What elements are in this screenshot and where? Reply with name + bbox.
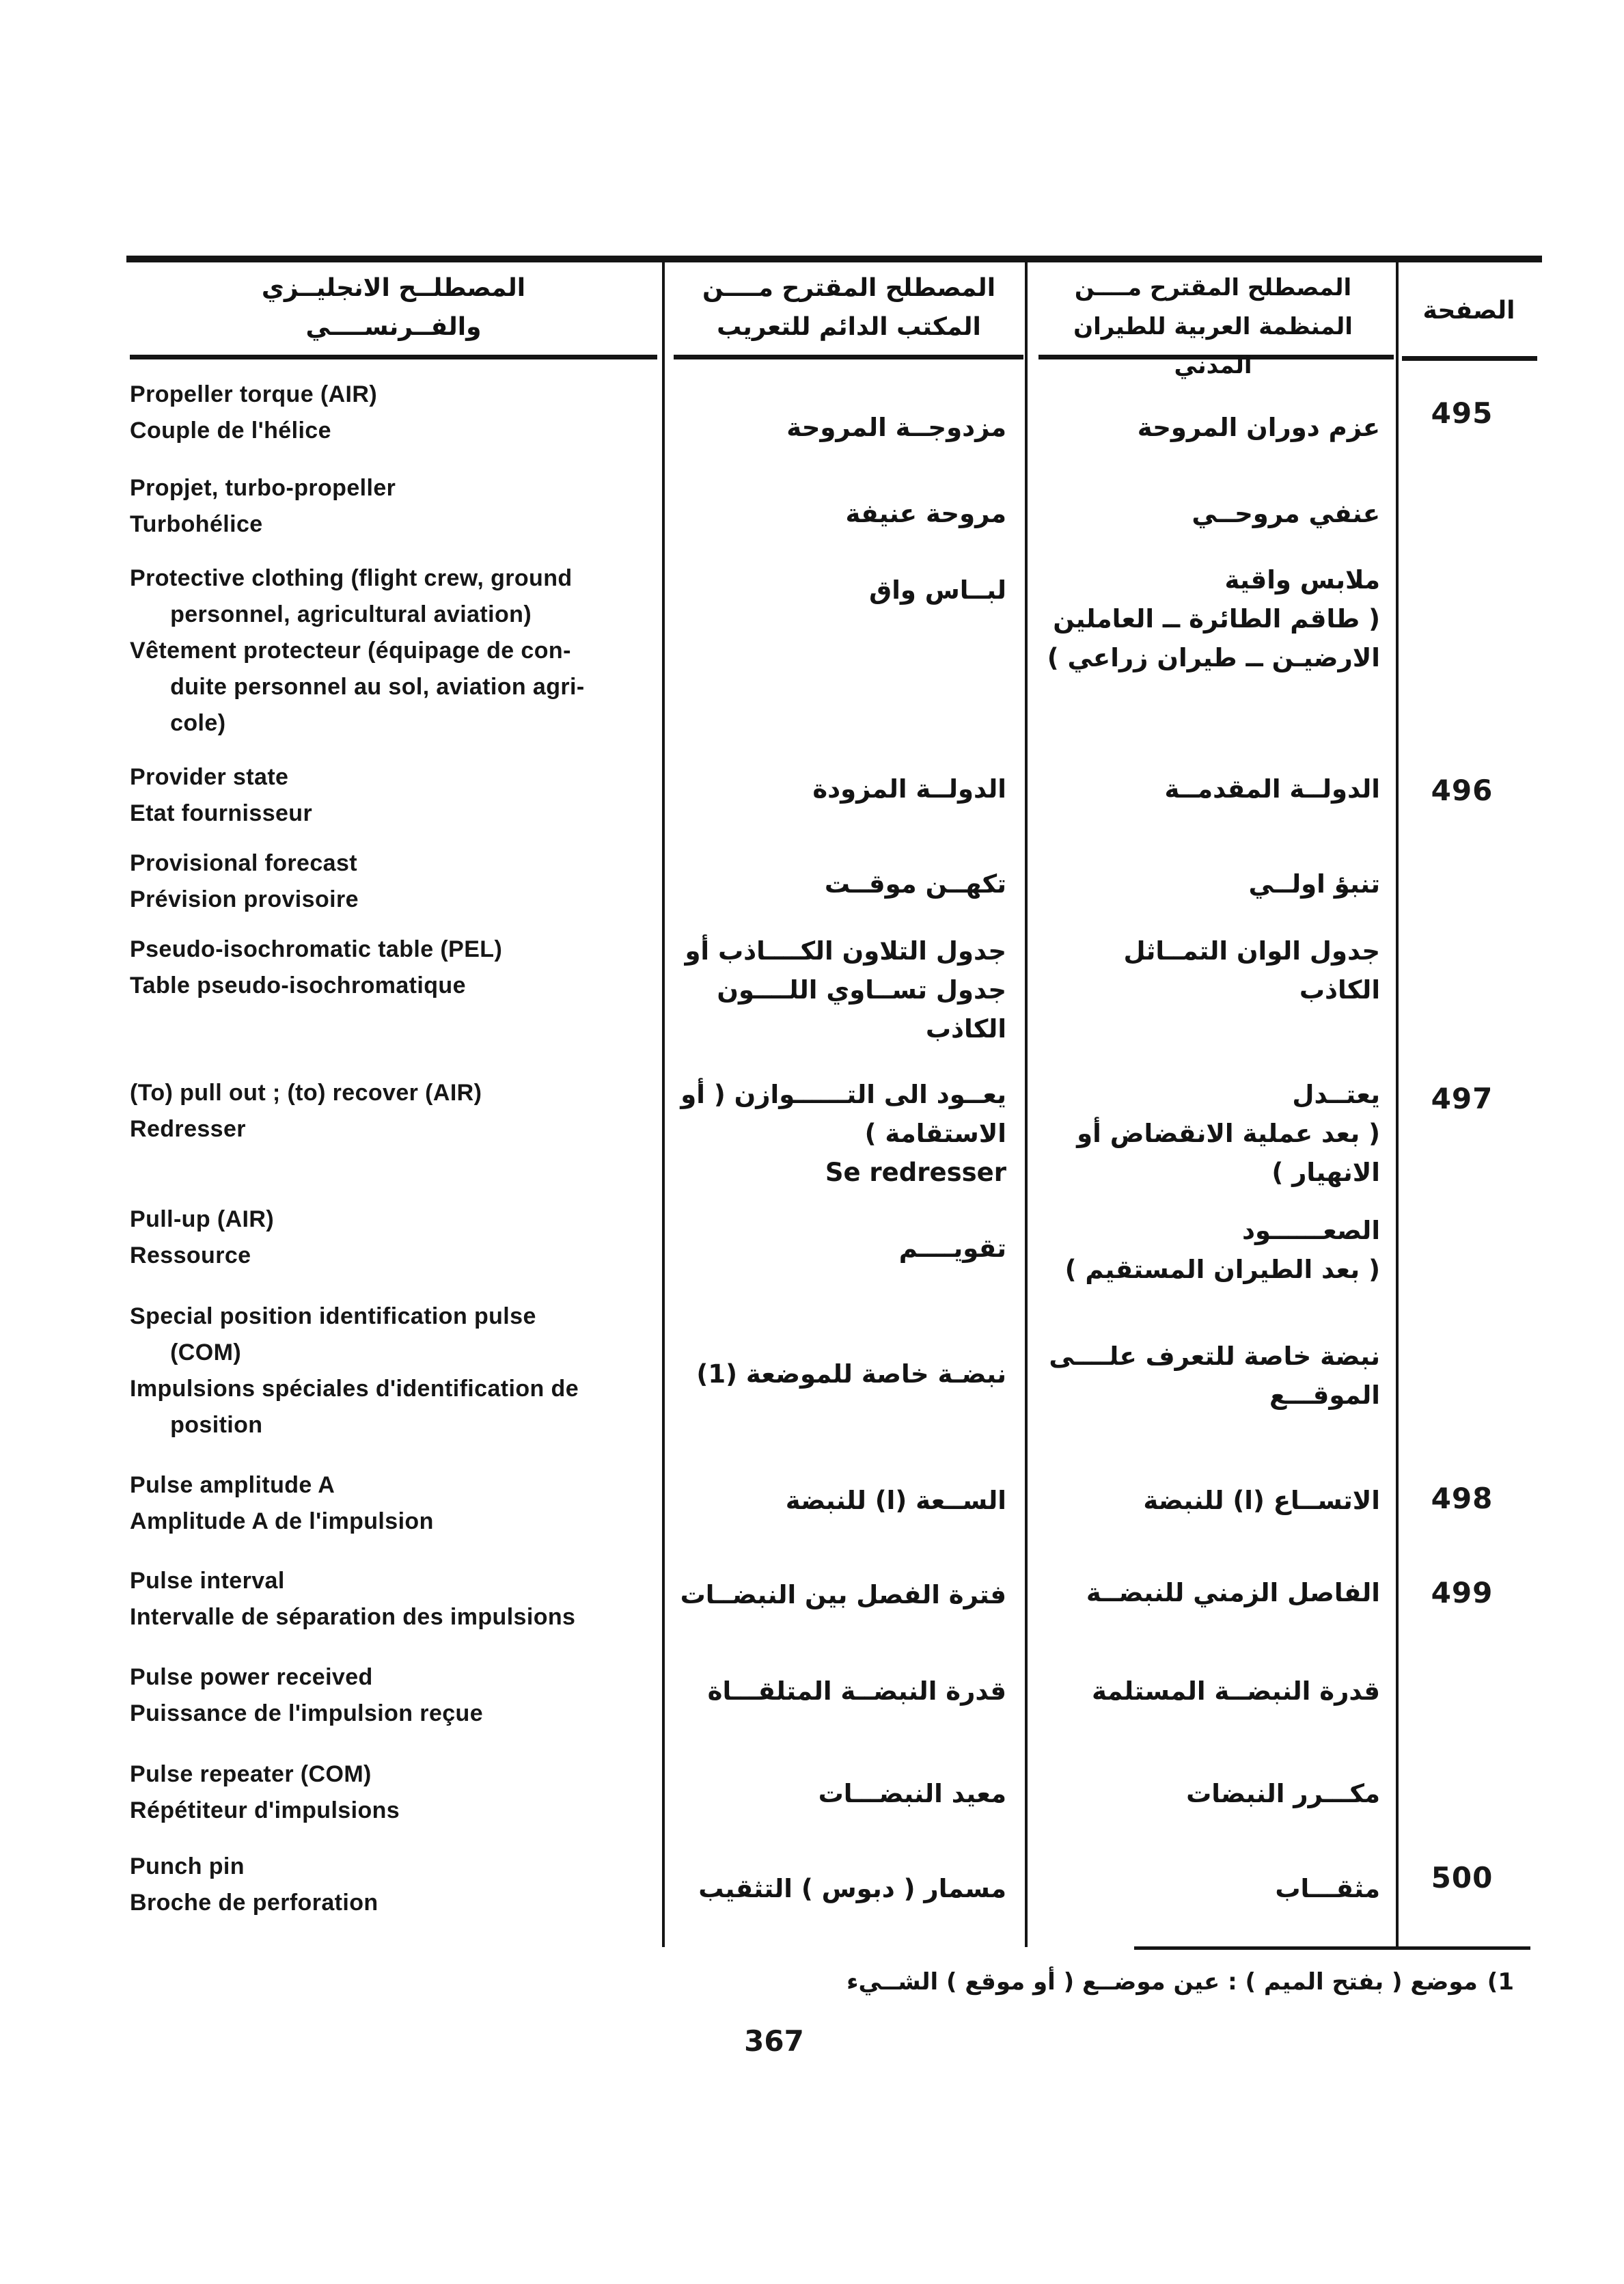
term-bureau-arabic: تقويــــم [898, 1234, 1006, 1263]
term-acao-arabic: الفاصل الزمني للنبضــة [1086, 1578, 1380, 1607]
footnote-text: موضع ( بفتح الميم ) : عين موضــع ( أو مو… [847, 1968, 1478, 1996]
column-header-page: الصفحة [1422, 297, 1515, 325]
term-english-french: (To) pull out ; (to) recover (AIR) Redre… [130, 1080, 482, 1142]
column-header-english-french: المصطلــح الانجليــزي والفــرنســــي [261, 274, 526, 341]
page-ref: 498 [1431, 1482, 1494, 1515]
term-acao-arabic: الدولــة المقدمــة [1164, 774, 1380, 804]
term-acao-arabic: قدرة النبضــة المستلمة [1092, 1676, 1380, 1706]
page-ref: 500 [1431, 1861, 1494, 1894]
page-ref: 496 [1431, 774, 1494, 807]
term-english-french: Pull-up (AIR) Ressource [130, 1206, 275, 1268]
term-bureau-arabic: يعــود الى التــــــوازن ( أو الاستقامة … [680, 1080, 1006, 1187]
table-top-rule [126, 256, 1542, 262]
term-english-french: Pulse amplitude A Amplitude A de l'impul… [130, 1472, 434, 1534]
term-acao-arabic: الاتســاع (ا) للنبضة [1143, 1486, 1380, 1515]
term-bureau-arabic: معيد النبضـــات [818, 1779, 1006, 1808]
footnote: 1) موضع ( بفتح الميم ) : عين موضــع ( أو … [615, 1966, 1514, 1998]
term-acao-arabic: ملابس واقية ( طاقم الطائرة ــ العاملين ا… [1047, 565, 1380, 672]
term-bureau-arabic: الســعة (ا) للنبضة [785, 1486, 1006, 1515]
page-ref: 499 [1431, 1576, 1494, 1609]
header-underline-english [130, 355, 657, 359]
column-header-bureau: المصطلح المقترح مــــن المكتب الدائم للت… [702, 274, 996, 341]
term-bureau-arabic: نبضـة خاصة للموضعة (1) [696, 1359, 1006, 1389]
column-header-acao: المصطلح المقترح مــــن المنظمة العربية ل… [1073, 274, 1353, 379]
term-english-french: Provisional forecast Prévision provisoir… [130, 850, 359, 912]
page-ref: 497 [1431, 1082, 1494, 1115]
term-bureau-arabic: مزدوجــة المروحة [786, 413, 1006, 442]
column-divider-3 [1396, 262, 1399, 1949]
term-english-french: Propeller torque (AIR) Couple de l'hélic… [130, 381, 378, 444]
term-english-french: Pulse repeater (COM) Répétiteur d'impuls… [130, 1761, 400, 1823]
page-ref: 495 [1431, 396, 1494, 430]
term-acao-arabic: الصعــــــود ( بعد الطيران المستقيم ) [1064, 1216, 1380, 1284]
term-acao-arabic: نبضة خاصة للتعرف علــــى الموقـــع [1049, 1342, 1380, 1410]
term-bureau-arabic: مسمار ( دبوس ) التثقيب [698, 1874, 1006, 1903]
term-english-french: Protective clothing (flight crew, ground… [130, 565, 585, 736]
term-bureau-arabic: مروحة عنيفة [845, 499, 1006, 528]
term-bureau-arabic: لبــاس واق [869, 575, 1006, 605]
term-acao-arabic: مكـــرر النبضات [1186, 1779, 1380, 1808]
footnote-marker: 1) [1487, 1968, 1514, 1996]
term-acao-arabic: عنفي مروحــي [1192, 499, 1380, 528]
header-underline-acao [1038, 355, 1394, 359]
page-number: 367 [744, 2024, 804, 2058]
term-english-french: Propjet, turbo-propeller Turbohélice [130, 475, 396, 537]
column-divider-1 [662, 262, 665, 1947]
column-divider-2 [1025, 262, 1028, 1947]
term-english-french: Special position identification pulse (C… [130, 1303, 579, 1438]
term-bureau-arabic: قدرة النبضــة المتلقـــاة [707, 1676, 1006, 1706]
term-english-french: Punch pin Broche de perforation [130, 1853, 379, 1916]
footnote-separator-rule [1134, 1946, 1530, 1950]
term-bureau-arabic: جدول التلاون الكــــاذب أو جدول تســاوي … [685, 936, 1006, 1044]
term-english-french: Pulse power received Puissance de l'impu… [130, 1664, 484, 1726]
term-acao-arabic: مثقـــاب [1275, 1874, 1380, 1903]
term-english-french: Pseudo-isochromatic table (PEL) Table ps… [130, 936, 503, 998]
term-bureau-arabic: تكهــن موقــت [824, 869, 1006, 899]
term-acao-arabic: جدول الوان التمــاثل الكاذب [1114, 936, 1380, 1005]
term-english-french: Pulse interval Intervalle de séparation … [130, 1568, 576, 1630]
term-acao-arabic: يعتــدل ( بعد عملية الانقضاض أو الانهيار… [1077, 1080, 1380, 1187]
header-underline-page [1402, 356, 1537, 361]
term-bureau-arabic: فترة الفصل بين النبضــات [680, 1580, 1006, 1609]
header-underline-bureau [674, 355, 1023, 359]
term-acao-arabic: عزم دوران المروحة [1137, 413, 1380, 442]
term-english-french: Provider state Etat fournisseur [130, 764, 313, 826]
term-bureau-arabic: الدولــة المزودة [812, 774, 1006, 804]
term-acao-arabic: تنبؤ اولــي [1248, 869, 1380, 899]
